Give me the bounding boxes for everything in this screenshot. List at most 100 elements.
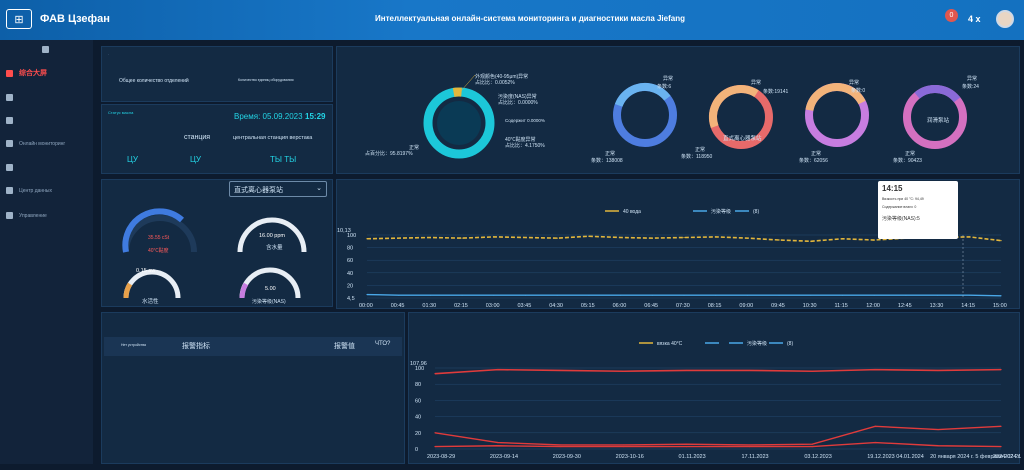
svg-text:0.15 aw: 0.15 aw [136,268,155,274]
gauges-svg: 35.55 cSt 40℃黏度 16.00 ppm 含水量 0.15 aw 水活… [122,208,307,305]
x-tick-label: 13:30 [930,303,944,309]
data-point [685,443,688,445]
x-tick-label: 08:15 [708,303,722,309]
data-point [874,441,876,444]
data-point [429,236,431,239]
rings-svg: 外观颜色(40-95μm)异常 占比比：0.0052% 污染度(NAS)异常 占… [365,73,979,164]
data-point [1000,369,1002,371]
legend-label: 40 вода [623,209,641,215]
sidebar-item-monitoring[interactable]: Онлайн мониторинг [6,140,65,147]
svg-text:正常: 正常 [605,150,615,157]
x-tick-label: 11:15 [835,303,848,309]
data-point [811,443,813,445]
sidebar-item-dashboard[interactable]: 综合大屏 [6,68,47,78]
history-line-chart: 100 80 60 40 20 0 2023-08-29 2023-09-14 2023-09-… [410,340,1021,460]
svg-text:异常: 异常 [663,75,673,82]
x-tick-label: 10:30 [803,303,817,309]
svg-text:Содержит 0.0000%: Содержит 0.0000% [505,118,545,123]
svg-text:润滑泵站: 润滑泵站 [927,116,950,124]
svg-text:占比比：4.1750%: 占比比：4.1750% [505,142,545,149]
data-point [1000,240,1002,242]
language-switch[interactable]: 4 x [968,14,981,24]
app-name: ФАВ Цзефан [40,13,110,25]
bell-icon [6,117,13,124]
x-tick-label: 06:00 [613,303,627,309]
svg-text:正常: 正常 [811,150,821,157]
sidebar-item-manage[interactable]: Управление [6,212,47,219]
x-tick-label: 03:45 [518,303,532,309]
sidebar: 综合大屏 Онлайн мониторинг Центр данных Упра… [0,40,93,464]
series-line-2 [434,441,1002,448]
y-tick-label: 60 [415,398,421,404]
data-point [588,235,590,237]
x-tick-label: 2023-08-29 [427,454,455,460]
svg-text:条数：138008: 条数：138008 [591,157,623,164]
svg-text:条数：90423: 条数：90423 [893,157,922,164]
data-point [937,445,939,447]
series-line-0 [434,368,1002,375]
status-date: Время: 05.09.2023 [234,112,303,121]
svg-text:外观颜色(40-95μm)异常: 外观颜色(40-95μm)异常 [475,73,528,80]
x-tick-label: 00:00 [359,303,373,309]
data-point [778,294,780,296]
data-point [588,294,590,296]
y-tick-label: 4,5 [347,296,355,302]
data-point [873,239,875,241]
svg-text:占百分比：95.8197%: 占百分比：95.8197% [365,150,413,157]
data-point [461,237,463,239]
grid-icon [6,94,13,101]
eye-icon [6,140,13,147]
oil-status-rings-panel: 外观颜色(40-95μm)异常 占比比：0.0052% 污染度(NAS)异常 占… [336,46,1020,174]
x-tick-label: 03.12.2023 [804,454,832,460]
data-point [810,294,812,296]
x-tick-label: 12:00 [866,303,880,309]
table-header: Нет устройства 报警指标 报警值 ЧТО? [104,337,402,356]
data-point [398,294,400,296]
data-point [493,236,495,238]
data-point [685,445,688,448]
x-tick-label: 2023-09-14 [490,454,518,460]
y-tick-label: 0 [415,447,418,453]
data-point [748,369,751,372]
svg-text:条数:19141: 条数:19141 [763,88,789,95]
series-line-1 [434,425,1002,446]
flask-icon [6,164,13,171]
data-point [1000,445,1002,448]
data-point [366,238,368,240]
notification-badge[interactable]: 0 [945,9,958,22]
avatar[interactable] [996,10,1014,28]
sidebar-item-data[interactable]: Центр данных [6,187,52,194]
device-dropdown[interactable]: 直式离心器泵站 ⌄ [229,181,327,197]
data-point [746,294,748,296]
device-count-label: Количество единиц оборудования [238,78,294,82]
x-tick-label: 04:30 [549,303,563,309]
svg-text:条数:24: 条数:24 [962,83,979,90]
legend-label: (8) [753,209,759,215]
status-value-3: ТЫ ТЫ [270,155,297,164]
svg-text:异常: 异常 [751,79,761,86]
alarm-table-panel: Нет устройства 报警指标 报警值 ЧТО? [101,312,405,464]
svg-text:40℃黏度: 40℃黏度 [148,247,169,254]
data-point [434,373,436,375]
x-tick-label: 05:15 [581,303,595,309]
data-point [560,445,562,448]
x-tick-label: 2024-02-21 [993,454,1021,460]
sidebar-item-2[interactable] [6,94,19,101]
x-tick-label: 15:00 [993,303,1007,309]
legend-label: (8) [787,341,793,347]
settings-icon [6,212,13,219]
data-point [968,236,970,238]
menu-toggle-icon[interactable] [42,46,49,53]
data-point [524,236,527,239]
data-point [560,369,562,372]
x-tick-label: 01:30 [422,303,436,309]
status-panel: Статус масла Время: 05.09.2023 15:29 ста… [101,104,333,174]
data-point [497,445,499,447]
status-time: 15:29 [305,112,326,121]
x-tick-label: 02:15 [454,303,468,309]
data-point [937,294,939,296]
sidebar-item-3[interactable] [6,117,19,124]
y-tick-label: 40 [347,271,353,277]
sidebar-item-5[interactable] [6,164,19,171]
x-tick-label: 00:45 [391,303,405,309]
